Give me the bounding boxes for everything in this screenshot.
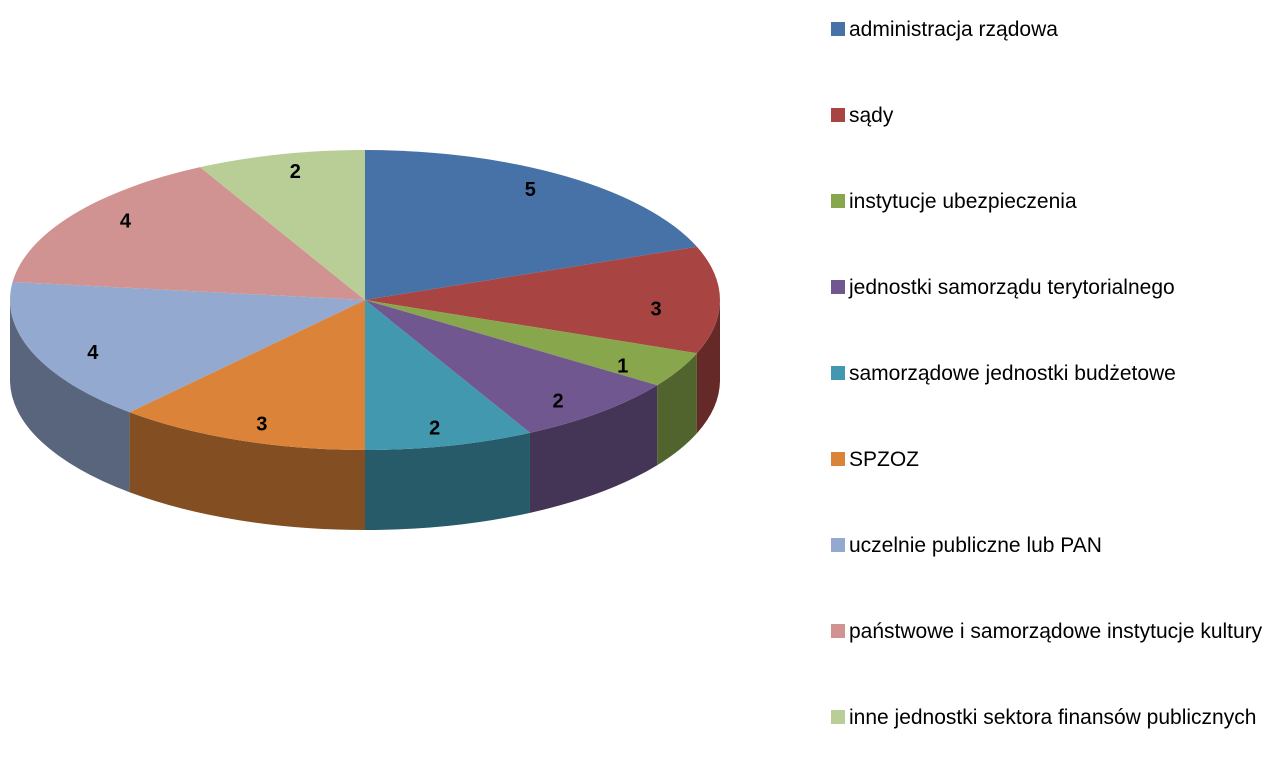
legend-label: instytucje ubezpieczenia	[849, 190, 1077, 213]
legend-swatch	[831, 194, 845, 208]
legend-swatch	[831, 452, 845, 466]
legend-label: inne jednostki sektora finansów publiczn…	[849, 706, 1257, 729]
value-label: 2	[429, 418, 440, 440]
legend-swatch	[831, 538, 845, 552]
legend-item: jednostki samorządu terytorialnego	[831, 274, 1175, 301]
legend-label: sądy	[849, 104, 894, 127]
legend-label: administracja rządowa	[849, 18, 1058, 41]
pie-slice	[365, 246, 720, 354]
pie-slice	[129, 300, 365, 450]
pie-side	[529, 385, 658, 513]
legend-label: samorządowe jednostki budżetowe	[849, 362, 1176, 385]
value-label: 5	[525, 179, 536, 201]
value-label: 3	[651, 298, 662, 320]
pie-slice	[200, 150, 365, 300]
legend-item: instytucje ubezpieczenia	[831, 188, 1077, 215]
pie-side	[10, 300, 130, 493]
pie-slice	[365, 300, 658, 433]
legend-swatch	[831, 710, 845, 724]
value-label: 4	[87, 342, 99, 364]
pie-side	[129, 412, 365, 530]
value-label: 2	[552, 390, 563, 412]
pie-slice	[10, 281, 366, 413]
legend-label: państwowe i samorządowe instytucje kultu…	[849, 620, 1263, 643]
legend-item: administracja rządowa	[831, 16, 1058, 43]
legend-item: inne jednostki sektora finansów publiczn…	[831, 704, 1256, 731]
value-label: 4	[120, 210, 132, 232]
legend-item: uczelnie publiczne lub PAN	[831, 532, 1102, 559]
legend-swatch	[831, 22, 845, 36]
value-label: 2	[290, 161, 301, 183]
pie-side	[696, 300, 720, 434]
pie-slice	[365, 150, 697, 300]
pie-side	[657, 353, 697, 466]
legend-item: samorządowe jednostki budżetowe	[831, 360, 1176, 387]
legend-item: państwowe i samorządowe instytucje kultu…	[831, 618, 1262, 645]
legend-swatch	[831, 280, 845, 294]
value-label: 1	[617, 355, 628, 377]
legend-swatch	[831, 108, 845, 122]
pie-slice	[12, 167, 366, 300]
value-label: 3	[256, 413, 267, 435]
legend-label: SPZOZ	[849, 448, 920, 471]
chart: 5 3 1 2 2 3 4 4 2	[10, 150, 720, 530]
pie-slice	[365, 300, 530, 450]
pie-side	[365, 432, 530, 530]
legend-swatch	[831, 366, 845, 380]
pie-slice	[365, 300, 697, 386]
legend-item: sądy	[831, 102, 893, 129]
legend-label: jednostki samorządu terytorialnego	[849, 276, 1175, 299]
legend-swatch	[831, 624, 845, 638]
legend-label: uczelnie publiczne lub PAN	[849, 534, 1102, 557]
legend-item: SPZOZ	[831, 446, 919, 473]
